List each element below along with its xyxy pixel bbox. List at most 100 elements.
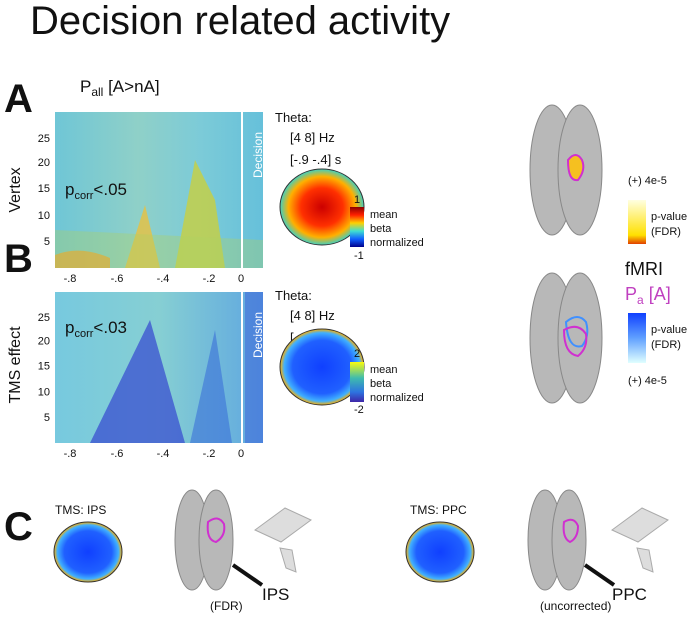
stat-rest: <.03	[93, 318, 127, 337]
legend-max: (+) 4e-5	[628, 175, 667, 187]
heatmap-b: Decision pcorr<.03	[55, 292, 265, 443]
x-tick-label: -.4	[157, 273, 170, 285]
blob	[245, 292, 263, 443]
y-tick-label: 20	[38, 335, 50, 347]
y-tick-label: 25	[38, 133, 50, 145]
brain-bottom	[529, 272, 603, 404]
pa-rest: [A]	[644, 284, 671, 304]
theta-title: Theta:	[275, 288, 312, 303]
heatmap-a: Decision pcorr<.05	[55, 112, 265, 268]
y-tick-label: 15	[38, 183, 50, 195]
hemisphere	[557, 272, 603, 404]
theta-title: Theta:	[275, 110, 312, 125]
stat-p: p	[65, 180, 74, 199]
legend-text: p-value	[651, 324, 687, 336]
colorbar	[350, 362, 364, 402]
x-tick-label: 0	[238, 273, 244, 285]
decision-label: Decision	[251, 312, 265, 358]
heatmap-bg	[55, 112, 263, 268]
tms-coil	[611, 507, 669, 573]
legend-text: (FDR)	[651, 226, 681, 238]
y-label: TMS effect	[7, 326, 24, 404]
colorbar-min: -2	[354, 404, 364, 416]
title: Decision related activity	[30, 0, 450, 43]
panel-letter: A	[4, 77, 33, 121]
stat-sub: corr	[74, 328, 93, 340]
x-tick-label: -.6	[111, 273, 124, 285]
panel-heading: Pall [A>nA]	[80, 77, 160, 99]
theta-freq: [4 8] Hz	[290, 308, 335, 323]
colorbar-max: 2	[354, 348, 360, 360]
theta-time: [-.9 -.4] s	[290, 152, 342, 167]
tms-title: TMS: PPC	[410, 503, 467, 517]
blob	[55, 230, 263, 268]
colorbar-max: 1	[354, 194, 360, 206]
arrow	[231, 563, 264, 587]
tms-title: TMS: IPS	[55, 503, 106, 517]
x-tick-label: -.6	[111, 448, 124, 460]
y-tick-label: 10	[38, 387, 50, 399]
colorbar-text: beta	[370, 223, 392, 235]
stat-rest: <.05	[93, 180, 127, 199]
stat: pcorr<.05	[65, 180, 127, 202]
legend-bar	[628, 313, 646, 363]
hemisphere	[551, 489, 587, 591]
legend-max: (+) 4e-5	[628, 375, 667, 387]
stat: pcorr<.03	[65, 318, 127, 340]
colorbar-text: beta	[370, 378, 392, 390]
legend-bar	[628, 200, 646, 244]
activation	[562, 325, 588, 358]
y-tick-label: 15	[38, 361, 50, 373]
x-tick-label: -.2	[203, 448, 216, 460]
decision-label: Decision	[251, 132, 265, 178]
x-tick-label: -.8	[64, 448, 77, 460]
colorbar-text: mean	[370, 364, 398, 376]
tms-coil	[254, 507, 312, 573]
legend-text: (FDR)	[651, 339, 681, 351]
panel-letter: C	[4, 505, 33, 549]
y-label: Vertex	[7, 167, 24, 212]
activation	[206, 517, 226, 544]
heading-sub: all	[91, 85, 103, 99]
activation	[562, 518, 580, 544]
target: IPS	[262, 585, 289, 604]
topo-map	[405, 521, 475, 583]
arrow	[583, 563, 616, 587]
blob	[125, 205, 160, 268]
colorbar-text: normalized	[370, 392, 424, 404]
stat-p: p	[65, 318, 74, 337]
y-tick-label: 5	[44, 412, 50, 424]
legend-text: p-value	[651, 211, 687, 223]
topo-map	[53, 521, 123, 583]
target: PPC	[612, 585, 647, 604]
blob	[90, 320, 185, 443]
blob	[55, 250, 110, 268]
theta-freq: [4 8] Hz	[290, 130, 335, 145]
colorbar	[350, 207, 364, 247]
colorbar-min: -1	[354, 250, 364, 262]
colorbar-text: mean	[370, 209, 398, 221]
stat-sub: corr	[74, 190, 93, 202]
brain-top	[529, 104, 603, 236]
x-tick-label: -.4	[157, 448, 170, 460]
correction: (FDR)	[210, 599, 243, 613]
x-tick-label: 0	[238, 448, 244, 460]
y-tick-label: 5	[44, 236, 50, 248]
y-tick-label: 25	[38, 312, 50, 324]
hemisphere	[198, 489, 234, 591]
panel-letter: B	[4, 237, 33, 281]
x-tick-label: -.2	[203, 273, 216, 285]
heading-rest: [A>nA]	[103, 77, 159, 96]
y-tick-label: 10	[38, 210, 50, 222]
pa-sub: a	[637, 293, 644, 307]
heading-p: P	[80, 77, 91, 96]
x-tick-label: -.8	[64, 273, 77, 285]
legend-pa: Pa [A]	[625, 284, 671, 307]
blob	[175, 160, 225, 268]
activation	[566, 154, 585, 182]
pa-p: P	[625, 284, 637, 304]
y-tick-label: 20	[38, 157, 50, 169]
correction: (uncorrected)	[540, 599, 611, 613]
colorbar-text: normalized	[370, 237, 424, 249]
